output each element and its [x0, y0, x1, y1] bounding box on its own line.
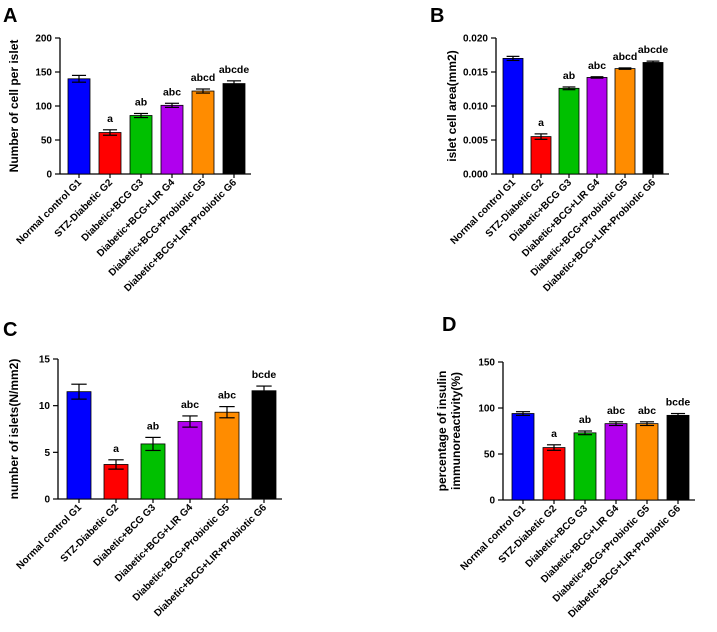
y-tick-label: 0.020	[463, 34, 488, 45]
y-tick-label: 150	[478, 358, 495, 369]
significance-label: abcde	[638, 44, 669, 56]
y-tick-label: 200	[35, 34, 52, 45]
y-tick-label: 100	[478, 404, 495, 415]
significance-label: abcd	[613, 51, 638, 63]
significance-label: abc	[607, 405, 625, 417]
bar	[177, 421, 203, 500]
bar	[502, 58, 524, 175]
x-tick-label: Diabetic+BCG+LIR+Probiotic G6	[122, 177, 239, 294]
bar	[160, 104, 184, 175]
y-tick-label: 0.015	[463, 68, 488, 79]
bar	[66, 391, 92, 500]
bar	[642, 62, 664, 175]
bar	[191, 90, 215, 175]
significance-label: abc	[638, 405, 656, 417]
bar	[222, 83, 246, 175]
bar	[530, 136, 552, 175]
significance-label: a	[113, 443, 119, 455]
significance-label: bcde	[666, 397, 691, 409]
significance-label: a	[107, 113, 113, 125]
bar	[573, 432, 597, 501]
y-tick-label: 10	[39, 401, 51, 412]
y-axis-label: number of islets(N/mm2)	[7, 359, 21, 500]
y-tick-label: 50	[484, 450, 496, 461]
significance-label: ab	[147, 420, 159, 432]
bar	[98, 132, 122, 175]
significance-label: abc	[588, 60, 606, 72]
panel-letter: B	[430, 5, 444, 27]
bar	[511, 413, 535, 501]
y-axis-label: percentage of insulin	[435, 371, 449, 492]
y-tick-label: 50	[41, 136, 53, 147]
y-tick-label: 0	[44, 495, 50, 506]
x-tick-label: Normal control G1	[15, 502, 85, 572]
panel-letter: D	[442, 314, 456, 336]
bar	[129, 115, 153, 175]
significance-label: ab	[563, 70, 575, 82]
bar	[214, 411, 240, 500]
bar	[251, 390, 277, 500]
significance-label: abc	[181, 399, 199, 411]
significance-label: abc	[163, 86, 181, 98]
y-tick-label: 150	[35, 68, 52, 79]
y-axis-label: immunoreactivity(%)	[449, 372, 463, 490]
panel-letter: C	[3, 319, 17, 341]
bar	[666, 414, 690, 501]
y-tick-label: 0.005	[463, 136, 488, 147]
y-tick-label: 5	[44, 448, 50, 459]
y-tick-label: 0.000	[463, 170, 488, 181]
bar	[542, 447, 566, 501]
y-tick-label: 0.010	[463, 102, 488, 113]
y-tick-label: 0	[46, 170, 52, 181]
significance-label: bcde	[252, 369, 277, 381]
significance-label: abcd	[191, 72, 216, 84]
bar	[586, 77, 608, 175]
y-tick-label: 15	[39, 355, 51, 366]
significance-label: ab	[579, 414, 591, 426]
x-tick-label: Diabetic+BCG G3	[92, 502, 159, 569]
panel-letter: A	[3, 5, 17, 27]
bar	[558, 87, 580, 175]
bar	[614, 68, 636, 175]
y-axis-label: Number of cell per islet	[7, 40, 21, 173]
bar	[604, 423, 628, 501]
significance-label: abc	[218, 390, 236, 402]
y-tick-label: 100	[35, 102, 52, 113]
significance-label: ab	[135, 96, 147, 108]
significance-label: a	[538, 117, 544, 129]
significance-label: abcde	[219, 64, 250, 76]
y-tick-label: 0	[489, 496, 495, 507]
bar	[635, 423, 659, 501]
significance-label: a	[551, 428, 557, 440]
y-axis-label: islet cell area(mm2)	[445, 50, 459, 161]
x-tick-label: Diabetic+BCG+LIR+Probiotic G6	[566, 503, 683, 620]
bar	[67, 78, 91, 175]
bar	[140, 443, 166, 500]
